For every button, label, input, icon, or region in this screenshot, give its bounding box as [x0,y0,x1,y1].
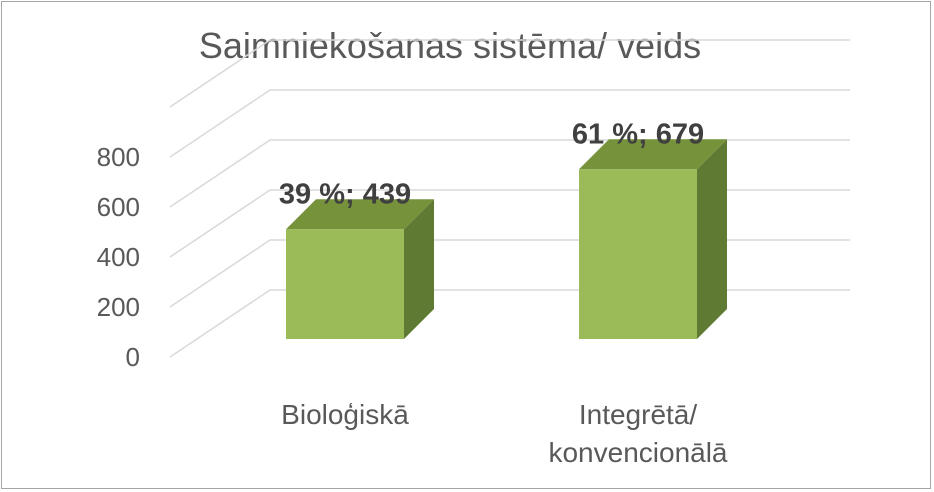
x-category-label: Bioloģiskā [281,399,409,430]
gridline [169,39,850,108]
gridline [169,189,850,258]
gridline [169,289,850,358]
bar-side-face [697,139,727,339]
y-tick-label: 400 [97,242,140,272]
y-tick-label: 600 [97,192,140,222]
bar-side-face [404,199,434,339]
data-label: 61 %; 679 [572,118,704,150]
data-label: 39 %; 439 [279,178,411,210]
bar-front-face [579,169,697,339]
x-axis-categories: Bioloģiskā Integrētā/konvencionālā [281,399,728,468]
gridline [169,139,850,208]
bar [579,139,727,339]
bar-front-face [286,229,404,339]
bar-top-face [579,139,727,170]
y-tick-label: 800 [97,142,140,172]
gridline [169,239,850,308]
data-labels: 39 %; 439 61 %; 679 [279,118,704,210]
bars [286,139,727,339]
bar [286,199,434,339]
y-tick-label: 0 [126,342,140,372]
x-category-label: Integrētā/konvencionālā [548,399,727,468]
gridline [169,89,850,158]
bar-top-face [286,199,434,230]
gridlines [169,39,850,358]
y-tick-label: 200 [97,292,140,322]
chart-title: Saimniekošanas sistēma/ veids [199,25,701,66]
y-axis-ticks: 0 200 400 600 800 [97,142,140,372]
